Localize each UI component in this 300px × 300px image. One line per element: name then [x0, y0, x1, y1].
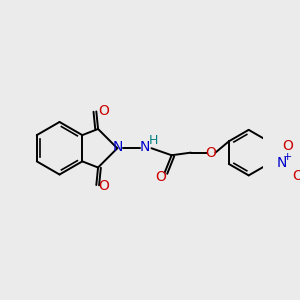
Text: O: O	[292, 169, 300, 183]
Text: O: O	[206, 146, 217, 160]
Text: +: +	[283, 152, 292, 162]
Text: O: O	[155, 170, 166, 184]
Text: O: O	[98, 103, 109, 118]
Text: N: N	[139, 140, 150, 154]
Text: N: N	[276, 156, 287, 170]
Text: N: N	[112, 140, 122, 154]
Text: O: O	[282, 140, 293, 154]
Text: O: O	[98, 179, 109, 193]
Text: H: H	[148, 134, 158, 147]
